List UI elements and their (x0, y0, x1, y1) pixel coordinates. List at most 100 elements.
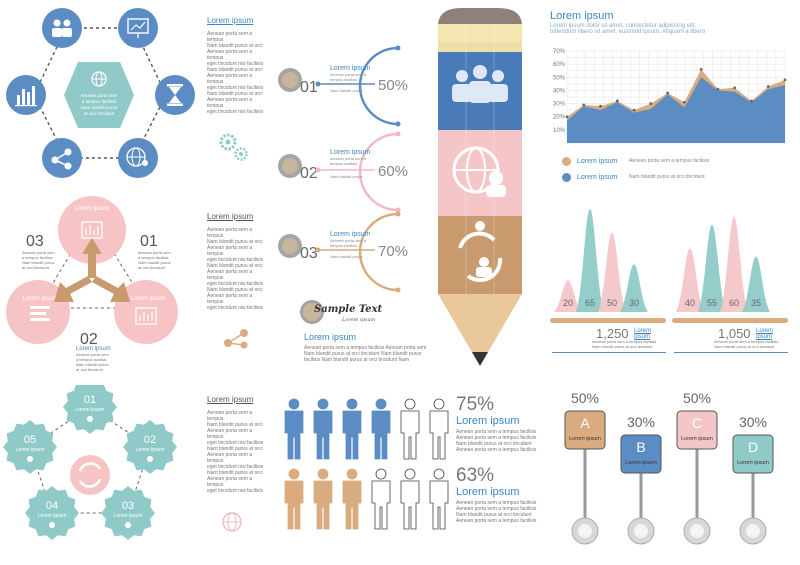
triad-line: Aenean porta sem (22, 250, 55, 255)
stat-line: Nam blandit purus at orci tincidunt (592, 344, 653, 349)
pin-label: Lorem ipsum (625, 460, 657, 466)
triad-line: Aenean porta sem (138, 250, 171, 255)
stat-line: Aenean porta sem a tempus facilisis (714, 339, 779, 344)
y-tick-label: 10% (553, 128, 566, 134)
column-line: Nam blandit purus at orci (207, 287, 263, 293)
data-point (766, 85, 770, 88)
badge-label: Lorem ipsum (16, 447, 45, 453)
pin-letter: A (580, 415, 590, 431)
pin-letter: B (636, 439, 645, 455)
hex-node (118, 8, 158, 48)
triad-line: at orci tincidunt (138, 265, 166, 270)
sample-badge (300, 300, 324, 324)
hourglass-icon (167, 84, 183, 106)
peak-mark (576, 208, 604, 312)
step-item: 02 Lorem ipsum Aenean porta sem a tempus… (278, 131, 408, 213)
people-stat: 75% Lorem ipsum Aenean porta sem a tempu… (456, 395, 556, 454)
triad-line: at orci tincidunt (76, 367, 104, 372)
y-tick-label: 70% (553, 49, 566, 55)
step-title: Lorem ipsum (330, 231, 371, 238)
hex-node (42, 8, 82, 48)
data-point (582, 103, 586, 107)
legend-desc: Aenean porta sem a tempus facilisis (629, 158, 710, 164)
triad-node-label: Lorem ipsum (23, 296, 58, 302)
people-line: Nam blandit purus at orci tincidunt (456, 512, 532, 518)
peak-chart: 40 55 60 35 (676, 216, 770, 312)
step-percent: 70% (378, 243, 408, 260)
peak-stat: 1,250 Lorem ipsum Aenean porta sem a tem… (552, 326, 666, 353)
column-line: Nam blandit purus at orci (207, 43, 263, 49)
triad-line: at orci tincidunt (22, 265, 50, 270)
gears-icon (219, 133, 248, 161)
data-point (649, 102, 653, 105)
column-line: Aenean porta sem a tempus (207, 452, 253, 464)
sample-subtitle: Lorem ipsum (342, 317, 376, 323)
peak-mark (720, 216, 748, 312)
peak-mark (598, 232, 626, 312)
legend-desc: Nam blandit purus at orci tincidunt (629, 174, 705, 180)
data-point (599, 104, 602, 108)
step-line: tempus facilisis (330, 161, 357, 166)
triad-line: Nam blandit purus (76, 362, 108, 367)
stat-line: Nam blandit purus at orci tincidunt (714, 344, 775, 349)
column-line: eget tincidunt nisi facilisis (207, 257, 264, 263)
step-line: tempus facilisis (330, 243, 357, 248)
badge-icon (49, 522, 55, 528)
hex-center-line: Aenean porta sem (81, 93, 118, 98)
step-title: Lorem ipsum (330, 149, 371, 156)
column-line: eget tincidunt nisi facilisis (207, 281, 264, 287)
badge-number: 01 (84, 394, 96, 406)
recycle-icon (78, 462, 102, 488)
triad-node-label: Lorem ipsum (75, 206, 110, 212)
badge-label: Lorem ipsum (114, 513, 143, 519)
column-line: Aenean porta sem a tempus (207, 410, 253, 422)
presentation-icon (127, 18, 149, 38)
y-tick-label: 60% (553, 62, 566, 68)
person-icon (284, 398, 304, 460)
column-line: Nam blandit purus at orci (207, 67, 263, 73)
step-line: Aenean porta sem a (330, 238, 367, 243)
peak-label: 30 (629, 298, 639, 308)
triad-line: Nam blandit purus (22, 260, 54, 265)
steps-diagram: 01 Lorem ipsum Aenean porta sem a tempus… (278, 45, 408, 293)
pin-card (732, 434, 774, 474)
stat-label: Lorem ipsum (634, 328, 652, 340)
triad-node-label: Lorem ipsum (76, 346, 111, 352)
badge-shape (101, 486, 155, 540)
column-line: Nam blandit purus at orci (207, 470, 263, 476)
column-line: Aenean porta sem a tempus (207, 476, 253, 488)
step-title: Lorem ipsum (330, 65, 371, 72)
people-grid (284, 398, 449, 530)
badge-icon (147, 456, 153, 462)
person-icon (371, 398, 391, 460)
pin-label: Lorem ipsum (569, 436, 601, 442)
peak-label: 50 (607, 298, 617, 308)
triad-line: Nam blandit purus (138, 260, 170, 265)
data-point (666, 91, 670, 95)
person-icon (342, 398, 362, 460)
chart-subtitle: bibendum libero sit amet, euismod ipsum.… (550, 29, 706, 35)
badge-number: 04 (46, 500, 58, 512)
column-line: Aenean porta sem a tempus (207, 245, 253, 257)
pin-ball-highlight (690, 524, 704, 538)
column-line: Nam blandit purus at orci (207, 239, 263, 245)
column-title: Lorem ipsum (207, 395, 254, 404)
step-percent: 60% (378, 163, 408, 180)
person-icon (284, 468, 304, 530)
legend-label: Lorem ipsum (577, 157, 618, 165)
column-title: Lorem ipsum (207, 212, 254, 221)
legend-swatch (562, 156, 571, 166)
pin-item: 50% C Lorem ipsum (676, 390, 718, 545)
hex-center-line: a tempus facilisis (82, 99, 117, 104)
peak-mark (698, 224, 726, 312)
step-line: Aenean porta sem a (330, 72, 367, 77)
sample-title: Sample Text (314, 304, 383, 315)
badge-label: Lorem ipsum (136, 447, 165, 453)
peak-stat: 1,050 Lorem ipsum Aenean porta sem a tem… (674, 326, 788, 353)
badge-shape (123, 420, 177, 474)
step-number: 02 (300, 165, 318, 182)
triad-diagram: Lorem ipsum Lorem ipsum Lorem ipsum 03 0… (6, 196, 178, 372)
